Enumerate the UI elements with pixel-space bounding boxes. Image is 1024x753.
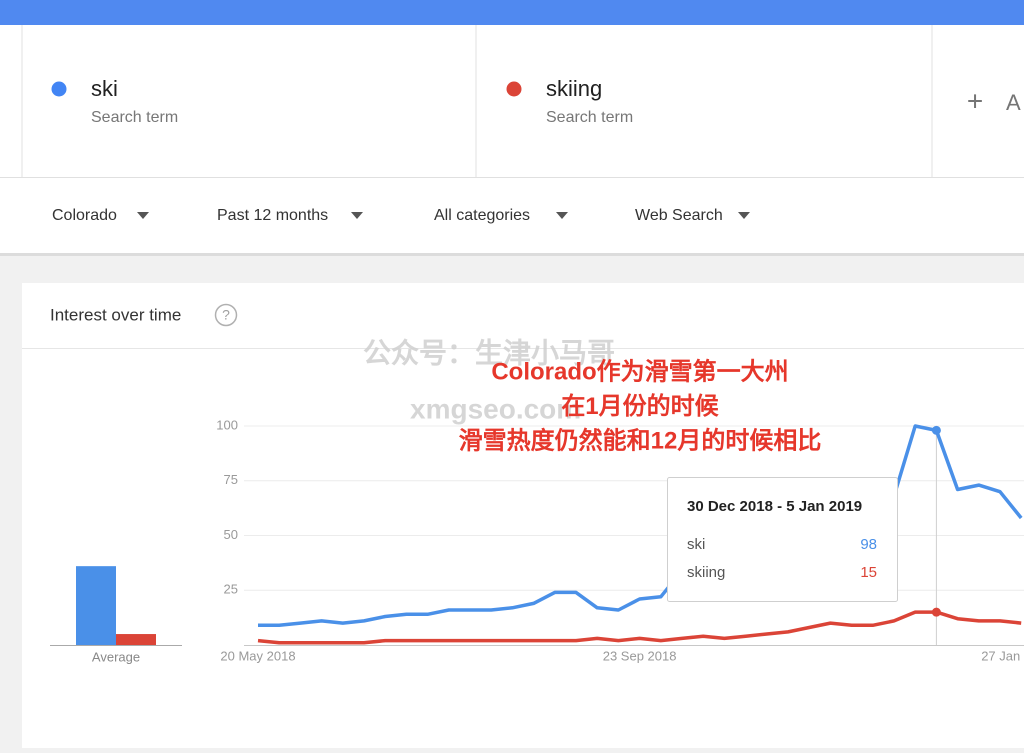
y-tick-label: 75: [224, 472, 238, 487]
filter-label[interactable]: Colorado: [52, 207, 117, 224]
tooltip-name: skiing: [687, 564, 725, 581]
average-bar: [76, 566, 116, 645]
tooltip-value: 98: [860, 536, 877, 553]
watermark: xmgseo.com: [410, 393, 581, 424]
term-dot: [506, 81, 522, 97]
hover-point: [931, 425, 941, 435]
dropdown-arrow: [556, 212, 568, 219]
term-label: Search term: [546, 109, 633, 126]
x-tick-label: 23 Sep 2018: [603, 648, 677, 663]
watermark: 公众号：生津小马哥: [363, 337, 615, 368]
add-icon[interactable]: +: [967, 85, 983, 116]
tooltip-box: [667, 477, 898, 602]
annotation: Colorado作为滑雪第一大州: [491, 357, 788, 385]
help-text[interactable]: ?: [222, 307, 230, 323]
x-tick-label: 20 May 2018: [220, 648, 295, 663]
annotation: 滑雪热度仍然能和12月的时候相比: [459, 426, 822, 454]
term-label: Search term: [91, 109, 178, 126]
dropdown-arrow: [137, 212, 149, 219]
y-tick-label: 25: [224, 582, 238, 597]
dropdown-arrow: [351, 212, 363, 219]
term-name: skiing: [546, 76, 602, 101]
term-name: ski: [91, 76, 118, 101]
card-title: Interest over time: [50, 305, 181, 324]
term-dot: [51, 81, 67, 97]
filter-label[interactable]: Web Search: [635, 207, 723, 224]
series-line: [257, 610, 1022, 645]
annotation: 在1月份的时候: [561, 392, 719, 420]
filter-label[interactable]: Past 12 months: [217, 207, 328, 224]
y-tick-label: 100: [216, 417, 238, 432]
filter-label[interactable]: All categories: [434, 207, 530, 224]
y-tick-label: 50: [224, 527, 238, 542]
top-bar: [0, 0, 1024, 25]
add-term[interactable]: A: [1006, 90, 1021, 115]
hover-point: [931, 607, 941, 617]
header: [0, 25, 1024, 253]
tooltip-value: 15: [860, 564, 877, 581]
dropdown-arrow: [738, 212, 750, 219]
x-tick-label: 27 Jan: [981, 648, 1020, 663]
tooltip-title: 30 Dec 2018 - 5 Jan 2019: [687, 498, 862, 515]
tooltip-name: ski: [687, 536, 705, 553]
average-bar: [116, 634, 156, 645]
help-icon[interactable]: [214, 303, 238, 327]
average-label: Average: [92, 649, 140, 664]
shadow: [0, 253, 1024, 256]
